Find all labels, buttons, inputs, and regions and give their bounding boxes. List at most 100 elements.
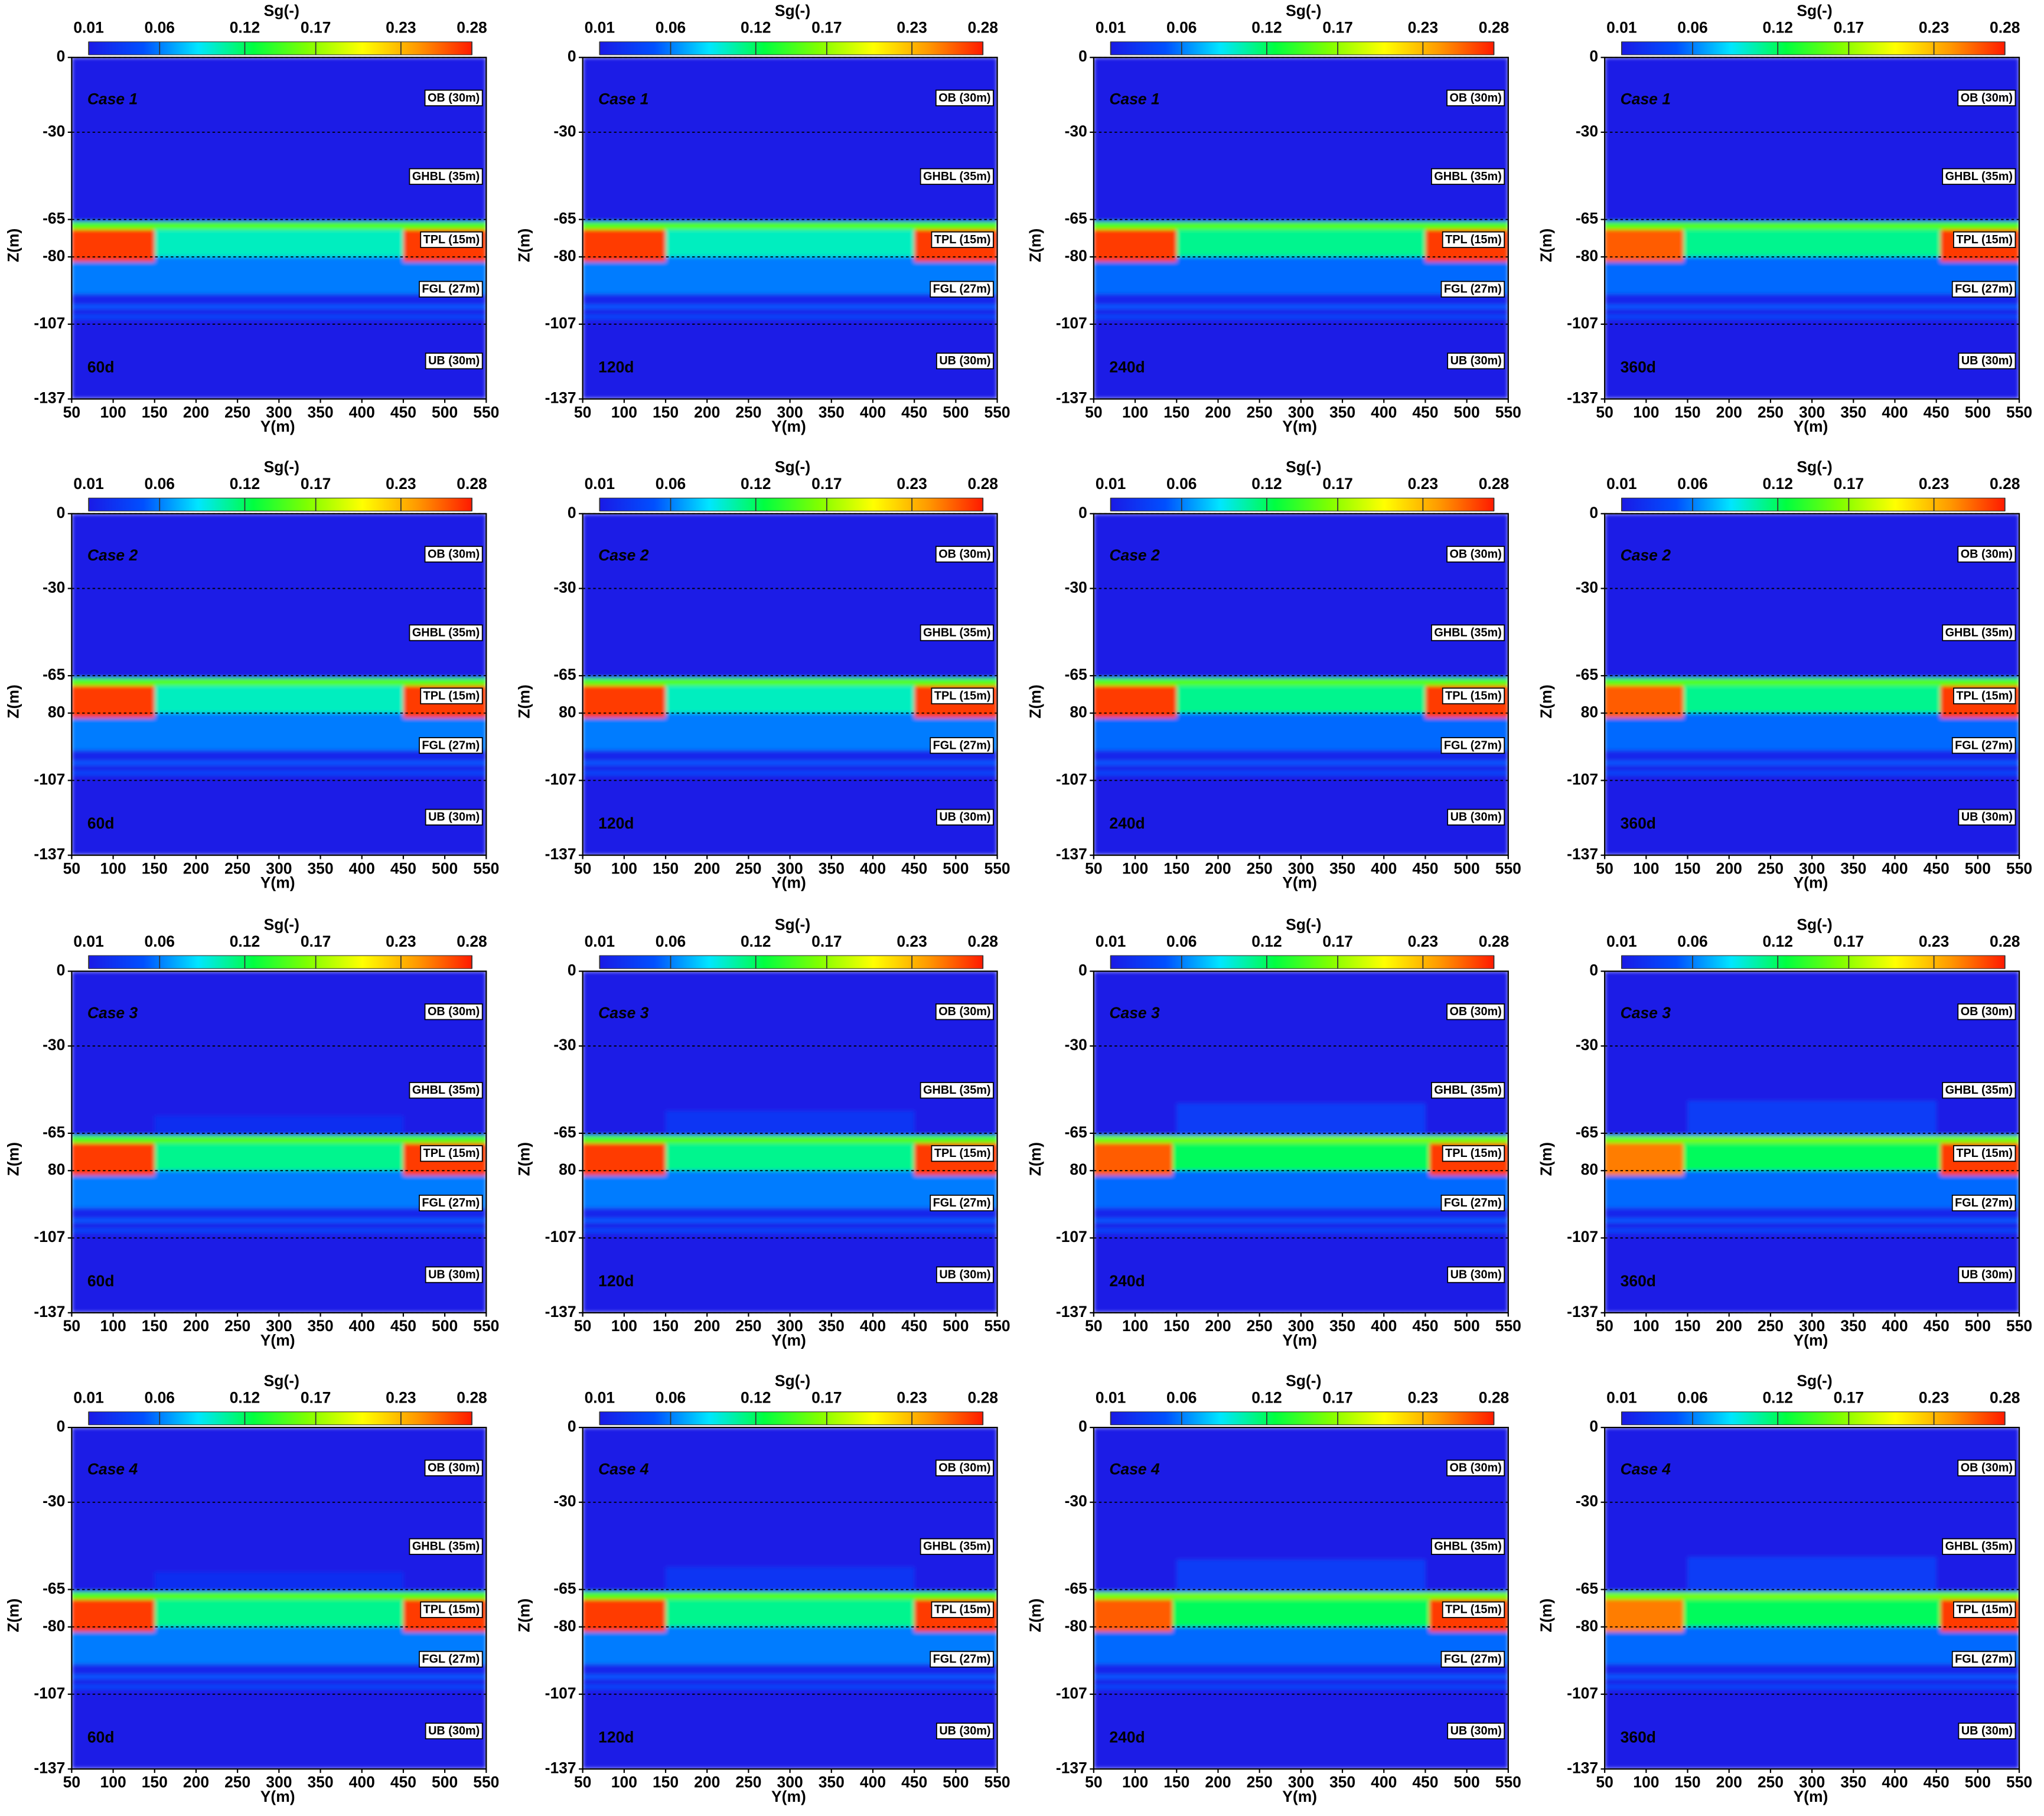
cell <box>582 750 997 758</box>
y-tick-label: -65 <box>1576 210 1598 227</box>
x-tick-label: 50 <box>1596 403 1613 421</box>
layer-label: GHBL (35m) <box>412 1084 480 1097</box>
plot-frame <box>582 513 998 856</box>
y-tick-label: -30 <box>553 1492 576 1510</box>
y-axis-label: Z(m) <box>4 684 22 718</box>
layer-label-box <box>419 1194 483 1212</box>
layer-label-box <box>930 737 994 754</box>
colorbar-title: Sg(-) <box>1286 458 1321 476</box>
cell <box>1093 256 1508 295</box>
y-axis-label: Z(m) <box>1026 1142 1044 1176</box>
heatmap-cells <box>1605 513 2020 856</box>
x-tick-label: 550 <box>473 859 499 877</box>
cell <box>71 1218 487 1223</box>
colorbar-tick-label: 0.23 <box>1408 19 1439 37</box>
x-tick-label: 150 <box>1674 1773 1700 1791</box>
y-tick-label: -80 <box>1065 1617 1087 1635</box>
x-axis-label: Y(m) <box>1282 1788 1317 1805</box>
colorbar-tick-label: 0.06 <box>656 19 686 37</box>
cell <box>1093 1592 1508 1600</box>
cell <box>1605 294 2020 302</box>
layer-label: FGL (27m) <box>422 283 480 296</box>
plot-frame <box>1093 970 1509 1313</box>
x-tick-label: 350 <box>819 403 845 421</box>
cell <box>71 256 487 295</box>
heatmap-cells <box>1093 971 1508 1313</box>
layer-label-box <box>1951 1194 2016 1212</box>
plot-frame <box>71 57 487 400</box>
cell <box>666 1110 915 1136</box>
cell <box>71 1664 487 1672</box>
colorbar-tick-label: 0.23 <box>386 1389 416 1407</box>
case-label: Case 1 <box>87 90 138 108</box>
x-tick-label: 250 <box>1247 859 1273 877</box>
x-tick-label: 500 <box>432 1773 458 1791</box>
x-tick-label: 450 <box>390 403 416 421</box>
colorbar-tick-label: 0.28 <box>1990 933 2020 950</box>
layer-label-box <box>1957 89 2016 106</box>
layer-label: FGL (27m) <box>1955 1653 2013 1666</box>
cell <box>582 1136 997 1143</box>
x-tick-label: 350 <box>1840 403 1866 421</box>
x-tick-label: 550 <box>984 403 1010 421</box>
cell <box>71 1228 487 1233</box>
colorbar-tick-label: 0.01 <box>585 19 615 37</box>
x-tick-label: 250 <box>735 1773 761 1791</box>
heatmap <box>1605 971 2020 1313</box>
layer-label: UB (30m) <box>939 811 990 824</box>
x-axis-label: Y(m) <box>1793 1788 1828 1805</box>
x-axis-label: Y(m) <box>771 874 806 892</box>
cell <box>1093 1599 1173 1632</box>
x-tick-label: 400 <box>860 1773 886 1791</box>
x-tick-label: 200 <box>694 859 720 877</box>
x-tick-label: 250 <box>735 859 761 877</box>
plot-frame <box>582 1426 998 1770</box>
layer-label-box <box>420 687 483 705</box>
time-label: 360d <box>1621 1272 1656 1290</box>
heatmap-cells <box>71 971 487 1313</box>
y-axis-label: Z(m) <box>4 1142 22 1176</box>
x-tick-label: 300 <box>1799 859 1825 877</box>
x-tick-label: 300 <box>777 859 803 877</box>
x-tick-label: 100 <box>611 403 637 421</box>
layer-label: OB (30m) <box>428 1462 480 1475</box>
cell <box>71 314 487 319</box>
x-tick-label: 150 <box>653 859 679 877</box>
colorbar-title: Sg(-) <box>775 915 810 933</box>
x-tick-label: 100 <box>100 1317 126 1335</box>
x-tick-label: 400 <box>1371 403 1397 421</box>
layer-label: FGL (27m) <box>422 739 480 752</box>
layer-label-box <box>936 1266 994 1283</box>
layer-label-box <box>931 1601 994 1618</box>
colorbar <box>1110 955 1495 969</box>
heatmap-cells <box>1605 57 2020 399</box>
y-tick-label: -137 <box>545 389 576 407</box>
time-label: 240d <box>1109 814 1145 832</box>
cell <box>1093 1171 1508 1208</box>
colorbar-tick-label: 0.17 <box>1834 933 1864 950</box>
layer-label: GHBL (35m) <box>412 626 480 639</box>
cell <box>1605 1208 2020 1216</box>
colorbar-tick-label: 0.28 <box>968 19 999 37</box>
heatmap <box>71 971 487 1313</box>
layer-label-box <box>1431 624 1505 641</box>
colorbar-tick-label: 0.17 <box>811 1389 842 1407</box>
colorbar-tick-label: 0.17 <box>1322 1389 1353 1407</box>
x-tick-label: 100 <box>100 1773 126 1791</box>
plot-frame <box>1093 1426 1509 1770</box>
layer-label: GHBL (35m) <box>412 1540 480 1553</box>
layer-label-box <box>1446 1003 1505 1021</box>
layer-label-box <box>931 687 994 705</box>
layer-label-box <box>1431 168 1505 185</box>
colorbar <box>599 955 983 969</box>
colorbar-title: Sg(-) <box>264 915 299 933</box>
colorbar-tick-label: 0.28 <box>457 933 487 950</box>
layer-label-box <box>419 737 483 754</box>
cell <box>1093 294 1508 302</box>
x-tick-label: 150 <box>142 1317 168 1335</box>
x-tick-label: 200 <box>1716 859 1742 877</box>
layer-label-box <box>424 89 483 106</box>
y-tick-label: -137 <box>1056 1303 1087 1321</box>
